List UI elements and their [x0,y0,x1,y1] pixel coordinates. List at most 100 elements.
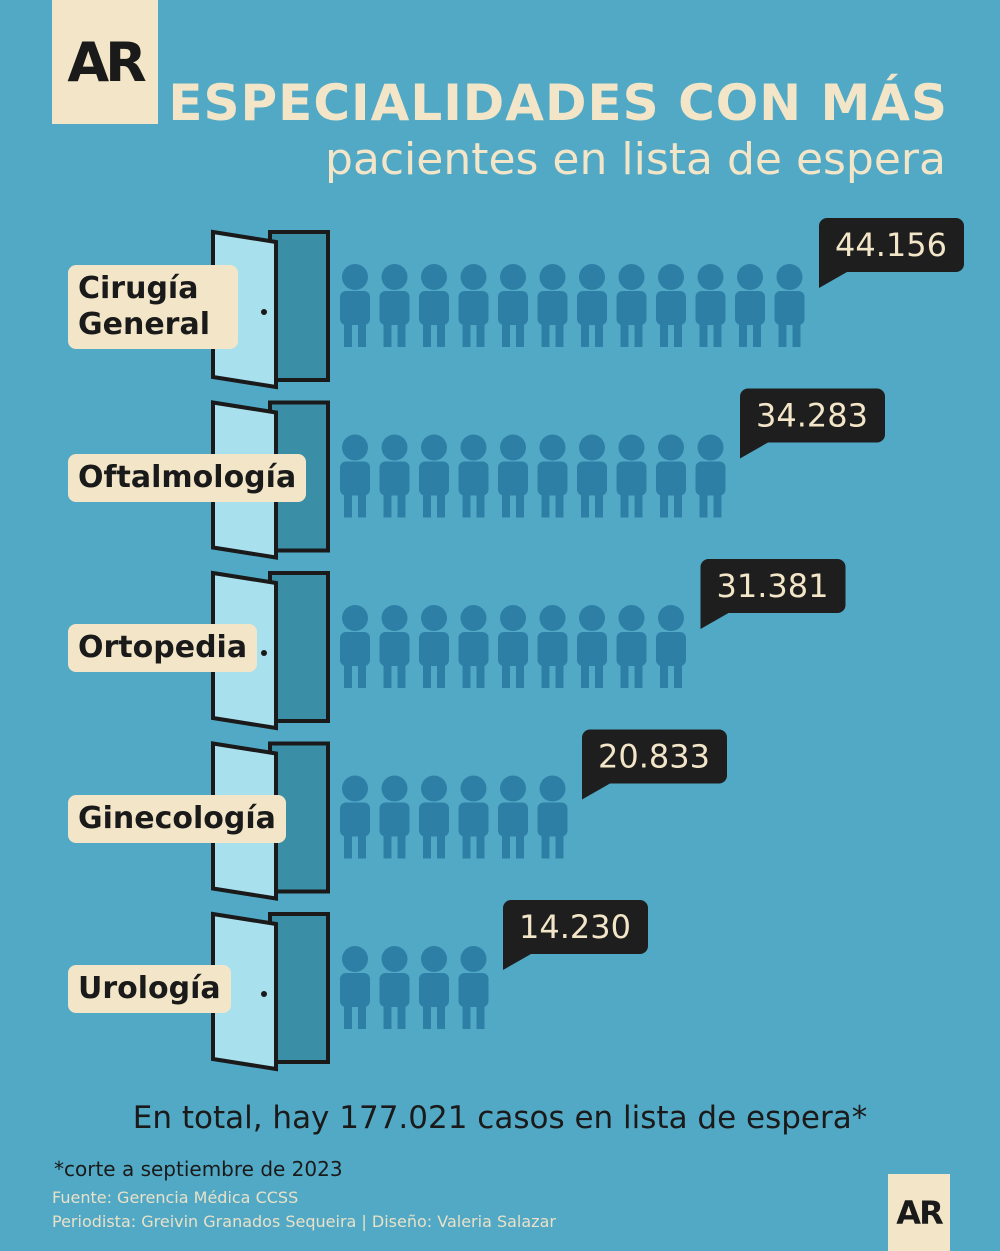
person-leg [437,321,445,347]
person-head [421,775,447,802]
value-label: 44.156 [835,226,947,264]
person-head [460,264,487,290]
person-head [658,434,684,461]
footnote: *corte a septiembre de 2023 [54,1157,343,1181]
bubble-tail [503,940,531,970]
person-head [658,264,684,290]
icon-row [340,946,489,1029]
person-leg [397,321,406,347]
person-head [421,434,447,461]
person-leg [634,321,643,347]
person-leg [753,321,761,347]
person-leg [674,321,682,347]
chart-title: ESPECIALIDADES CON MÁS [168,74,948,132]
person-leg [437,1003,445,1029]
person-leg [423,662,431,688]
bubble-tail [819,258,847,288]
person-leg [437,832,445,859]
logo: AR [888,1174,950,1251]
person-body [458,632,489,666]
person-leg [397,832,406,859]
door [211,911,330,1072]
person-head [342,605,368,631]
person-head [381,946,408,972]
value-label: 31.381 [717,567,829,605]
person-body [498,632,528,666]
person-leg [476,321,485,347]
person-body [379,632,410,666]
person-leg [699,321,708,347]
category-label: Ortopedia [68,624,258,672]
person-body [537,291,568,325]
icon-row [340,775,568,859]
person-head [421,946,447,972]
person-body [695,291,726,325]
person-leg [792,321,801,347]
person-leg [555,491,564,518]
bubble-tail [740,428,768,459]
value-label: 14.230 [519,908,631,946]
person-head [618,605,645,631]
person-leg [660,321,668,347]
person-leg [383,491,392,518]
person-body [419,461,449,496]
person-leg [595,321,603,347]
person-leg [397,491,406,518]
person-body [419,632,449,666]
person-head [421,264,447,290]
value-bubble [740,388,885,443]
person-head [579,434,605,461]
door-knob [261,309,267,315]
value-bubble [503,900,648,954]
person-head [460,434,487,461]
person-body [340,461,370,496]
category-label: Ginecología [68,794,286,843]
person-head [579,264,605,290]
value-bubble [582,729,727,784]
person-leg [502,832,510,859]
person-body [656,291,686,325]
door-knob [261,650,267,656]
person-head [500,775,526,802]
person-leg [620,662,629,688]
value-label: 20.833 [598,738,710,776]
category-label: Cirugía General [68,265,238,349]
person-leg [778,321,787,347]
icon-row [340,264,805,347]
person-leg [476,662,485,688]
person-head [539,775,566,802]
person-head [342,434,368,461]
credits: Periodista: Greivin Granados Sequeira | … [52,1212,556,1231]
person-body [340,802,370,837]
person-head [381,434,408,461]
person-leg [476,1003,485,1029]
person-head [697,434,724,461]
person-leg [516,491,524,518]
door-knob [261,991,267,997]
person-leg [423,832,431,859]
person-leg [674,662,682,688]
person-leg [423,321,431,347]
person-body [419,802,449,837]
person-head [381,605,408,631]
person-leg [437,491,445,518]
person-leg [541,491,550,518]
total-note: En total, hay 177.021 casos en lista de … [132,1100,868,1136]
person-head [342,264,368,290]
person-leg [383,321,392,347]
person-head [342,946,368,972]
person-leg [541,832,550,859]
person-leg [437,662,445,688]
person-head [737,264,763,290]
bubble-tail [700,599,729,629]
person-head [776,264,803,290]
person-body [458,802,489,837]
person-leg [699,491,708,518]
person-leg [344,1003,352,1029]
person-body [616,291,647,325]
person-head [658,605,684,631]
person-leg [423,1003,431,1029]
source: Fuente: Gerencia Médica CCSS [52,1188,299,1207]
